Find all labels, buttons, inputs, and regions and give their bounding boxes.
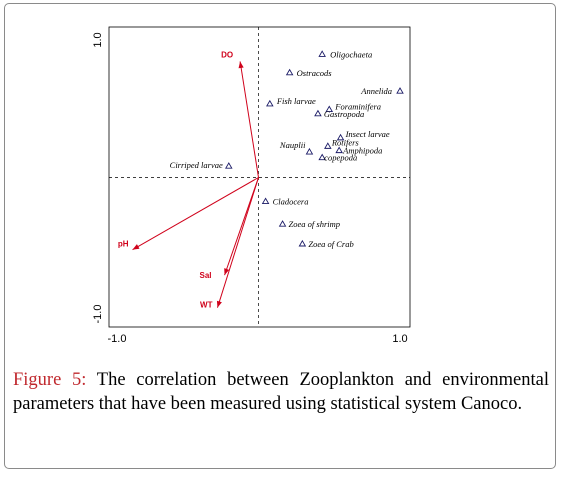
vector-line-ph [132,177,259,251]
point-marker-insect-larvae [336,133,345,141]
point-marker-foraminifera [325,105,334,113]
point-label-rotifers: Rotifers [331,137,360,147]
point-marker-gastropoda [314,109,322,117]
point-label-nauplii: Nauplii [279,140,306,150]
vector-line-sal [224,177,259,276]
y-tick-label-max: 1.0 [92,32,104,47]
vector-label-ph: pH [118,240,129,249]
caption-label: Figure 5: [13,370,87,390]
vector-label-do: DO [221,50,233,59]
point-label-ostracods: Ostracods [297,68,333,78]
point-marker-zoea-of-shrimp [278,220,287,227]
vector-line-do [239,61,259,178]
point-marker-amphipoda [335,146,343,154]
point-label-fish-larvae: Fish larvae [276,96,316,106]
point-label-insect-larvae: Insect larvae [345,129,390,139]
vector-arrowhead-ph [132,244,140,250]
point-label-oligochaeta: Oligochaeta [330,49,372,59]
plot-border [108,26,411,328]
x-tick-label-min: -1.0 [108,333,127,345]
vector-line-wt [216,177,259,308]
point-marker-rotifers [324,142,332,149]
species-points: Oligochaeta Ostracods Annelida Fish larvae F… [170,49,404,249]
point-marker-annelida [396,87,404,94]
caption-text: The correlation between Zooplankton and … [13,370,549,414]
point-label-annelida: Annelida [360,86,392,96]
vector-arrowhead-wt [216,300,222,308]
vector-arrowhead-sal [224,268,230,276]
figure-frame [4,3,556,469]
environmental-vectors: DO pH Sal WT [118,50,259,310]
point-label-cirriped-larvae: Cirriped larvae [170,160,223,170]
vector-label-sal: Sal [200,271,212,280]
x-tick-label-max: 1.0 [392,333,407,345]
point-label-copepoda: copepoda [324,153,357,163]
point-marker-cirriped-larvae [225,162,233,169]
point-marker-copepoda [318,153,326,161]
point-label-gastropoda: Gastropoda [324,109,364,119]
point-label-amphipoda: Amphipoda [342,146,382,156]
vector-label-wt: WT [200,301,213,310]
point-marker-ostracods [285,68,294,76]
point-marker-oligochaeta [318,50,326,57]
point-label-zoea-of-crab: Zoea of Crab [308,239,353,249]
point-label-cladocera: Cladocera [273,197,309,207]
point-marker-fish-larvae [266,99,274,107]
figure-caption: Figure 5: The correlation between Zoopla… [13,368,549,416]
point-marker-cladocera [261,197,270,205]
point-label-zoea-of-shrimp: Zoea of shrimp [289,219,340,229]
y-tick-label-min: -1.0 [92,305,104,324]
point-marker-zoea-of-crab [298,239,307,247]
vector-arrowhead-do [238,61,244,69]
point-label-foraminifera: Foraminifera [334,102,381,112]
point-marker-nauplii [305,147,314,155]
